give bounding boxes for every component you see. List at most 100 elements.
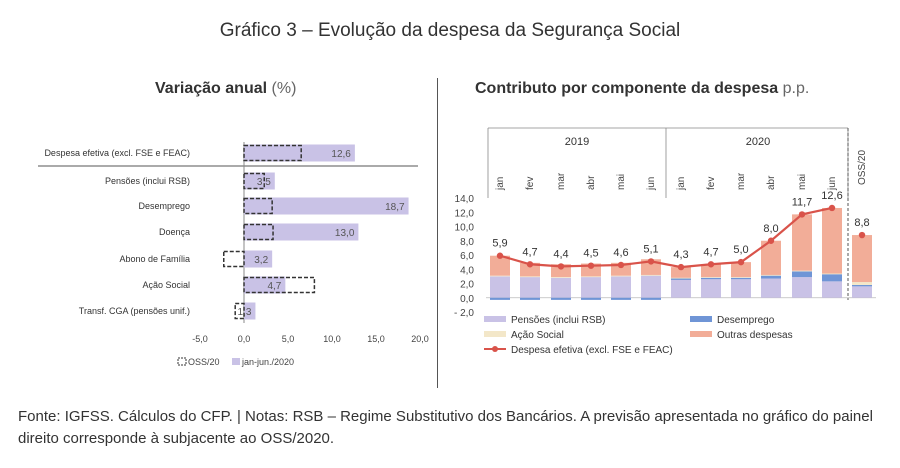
category-label: Pensões (inclui RSB) xyxy=(105,176,190,186)
bar-segment xyxy=(761,278,781,298)
y-tick-label: - 2,0 xyxy=(454,308,474,319)
bar-segment xyxy=(761,274,781,276)
line-marker xyxy=(496,252,504,259)
bar-segment xyxy=(731,279,751,298)
legend-swatch-marker xyxy=(492,346,498,352)
month-label: jun xyxy=(827,177,838,191)
bar-segment xyxy=(671,279,691,298)
bar-segment xyxy=(551,264,571,278)
legend-label-line: Despesa efetiva (excl. FSE e FEAC) xyxy=(511,345,673,356)
month-label: mai xyxy=(797,174,808,190)
bar-segment xyxy=(792,277,812,298)
bar-segment xyxy=(490,275,510,277)
left-subtitle-unit: (%) xyxy=(271,80,297,97)
right-stacked-chart: 2019 2020 jan fev mar abr mai jun jan fev mar abr ma… xyxy=(454,127,876,356)
bar-segment xyxy=(792,270,812,272)
month-label: jan xyxy=(676,177,687,191)
legend-label-oss: OSS/20 xyxy=(188,357,220,367)
bar-segment xyxy=(761,275,781,279)
bar-oss-20 xyxy=(243,223,274,241)
y-tick-label: 2,0 xyxy=(460,280,474,291)
category-label: Despesa efetiva (excl. FSE e FEAC) xyxy=(44,148,190,158)
year-label: 2019 xyxy=(565,136,589,148)
line-marker xyxy=(587,262,595,269)
y-tick-label: 6,0 xyxy=(460,251,474,262)
bar-jan-jun-2020 xyxy=(244,276,286,294)
bar-segment xyxy=(822,281,842,298)
month-label: fev xyxy=(525,177,536,190)
right-subtitle-text: Contributo por componente da despesa xyxy=(475,80,779,97)
bar-segment xyxy=(852,235,872,283)
legend-swatch-oss xyxy=(177,357,187,366)
line-marker xyxy=(737,258,745,266)
panel-divider xyxy=(437,78,438,388)
bar-segment xyxy=(490,255,510,276)
line-data-label: 4,6 xyxy=(613,247,628,259)
despesa-line xyxy=(499,206,833,269)
line-marker xyxy=(798,211,806,218)
category-label: Transf. CGA (pensões unif.) xyxy=(79,306,190,316)
line-marker xyxy=(526,261,534,268)
legend-swatch-actual xyxy=(232,358,240,365)
bar-segment xyxy=(641,297,661,300)
legend-label: Desemprego xyxy=(717,315,775,326)
bar-segment xyxy=(520,297,540,300)
month-label: mar xyxy=(556,172,567,190)
bar-segment xyxy=(671,267,691,278)
bar-segment xyxy=(731,277,751,278)
bar-segment xyxy=(551,277,571,298)
bar-segment xyxy=(792,271,812,278)
right-panel-subtitle: Contributo por componente da despesa p.p… xyxy=(475,80,809,98)
bar-jan-jun-2020 xyxy=(244,144,355,162)
bar-segment xyxy=(551,297,571,300)
line-data-label: 5,1 xyxy=(643,243,658,255)
legend-swatch xyxy=(690,316,712,322)
line-marker xyxy=(858,231,866,239)
line-data-label: 5,0 xyxy=(733,244,748,256)
legend-swatch xyxy=(690,331,712,337)
year-label: 2020 xyxy=(746,136,770,148)
bar-segment xyxy=(792,214,812,271)
line-marker xyxy=(647,258,655,265)
x-tick-label: 5,0 xyxy=(282,334,295,344)
y-tick-label: 0,0 xyxy=(460,294,474,305)
legend-swatch xyxy=(484,316,506,322)
bar-segment xyxy=(581,276,601,278)
bar-segment xyxy=(611,297,631,300)
category-label: Ação Social xyxy=(142,280,190,290)
bar-segment xyxy=(520,276,540,278)
line-marker xyxy=(677,263,685,271)
data-label: 3,5 xyxy=(257,177,271,188)
x-tick-label: 20,0 xyxy=(411,334,429,344)
chart-title: Gráfico 3 – Evolução da despesa da Segur… xyxy=(219,20,681,41)
bar-segment xyxy=(822,273,842,275)
line-data-label: 5,9 xyxy=(492,238,507,250)
month-label: abr xyxy=(766,175,777,190)
x-tick-label: 0,0 xyxy=(238,334,251,344)
bar-segment xyxy=(581,297,601,300)
month-label: OSS/20 xyxy=(857,150,868,185)
bar-oss-20 xyxy=(223,250,245,268)
line-marker xyxy=(617,261,625,269)
month-label: fev xyxy=(706,177,717,190)
legend-swatch xyxy=(484,331,506,337)
line-data-label: 12,6 xyxy=(821,190,842,202)
bar-segment xyxy=(641,275,661,298)
bar-segment xyxy=(551,277,571,278)
bar-segment xyxy=(701,279,721,298)
line-data-label: 4,4 xyxy=(553,248,568,260)
data-label: 18,7 xyxy=(385,202,405,213)
left-panel-subtitle: Variação anual (%) xyxy=(155,80,296,98)
line-data-label: 4,7 xyxy=(703,246,718,258)
legend-label-actual: jan-jun./2020 xyxy=(241,357,294,367)
bar-oss-20 xyxy=(243,172,265,190)
month-label: jun xyxy=(646,177,657,191)
bar-jan-jun-2020 xyxy=(244,250,273,268)
month-label: mai xyxy=(616,174,627,190)
line-data-label: 4,5 xyxy=(583,248,598,260)
category-label: Abono de Família xyxy=(119,254,190,264)
line-marker xyxy=(557,263,565,270)
line-marker xyxy=(828,204,836,212)
bar-segment xyxy=(822,207,842,274)
bar-segment xyxy=(581,277,601,298)
